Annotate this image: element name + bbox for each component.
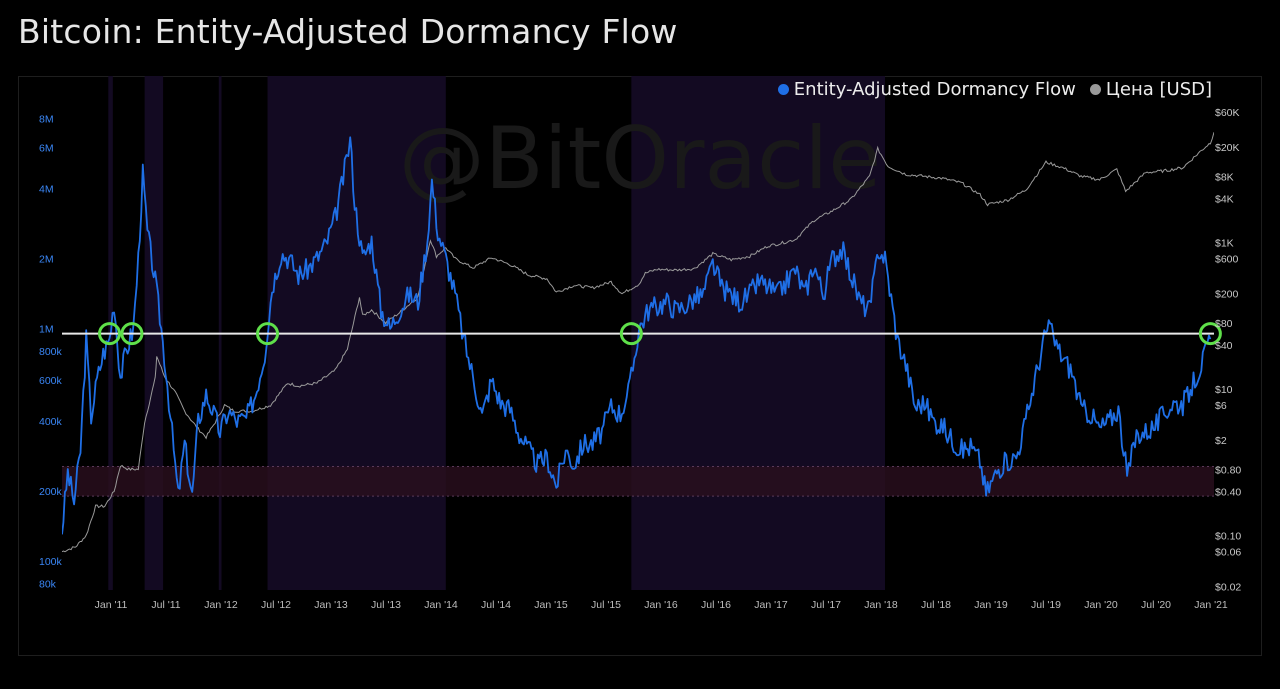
right-axis-tick-label: $20K: [1215, 142, 1240, 154]
legend-label-dormancy: Entity-Adjusted Dormancy Flow: [793, 79, 1076, 100]
right-axis-tick-label: $600: [1215, 254, 1239, 266]
left-axis-tick-label: 100k: [39, 556, 63, 568]
x-tick-label: Jul '13: [371, 599, 401, 611]
left-axis-tick-label: 2M: [39, 253, 54, 265]
x-tick-label: Jul '12: [261, 599, 291, 611]
left-axis-tick-label: 8M: [39, 114, 54, 126]
right-axis-tick-label: $0.10: [1215, 530, 1241, 542]
x-tick-label: Jan '18: [864, 599, 898, 611]
page-title: Bitcoin: Entity-Adjusted Dormancy Flow: [18, 12, 678, 51]
x-tick-label: Jan '14: [424, 599, 458, 611]
legend-item-price[interactable]: Цена [USD]: [1089, 79, 1212, 100]
left-axis-tick-label: 400k: [39, 416, 63, 428]
x-tick-label: Jul '19: [1031, 599, 1061, 611]
legend-item-dormancy[interactable]: Entity-Adjusted Dormancy Flow: [777, 79, 1076, 100]
x-tick-label: Jul '15: [591, 599, 621, 611]
x-tick-label: Jul '17: [811, 599, 841, 611]
support-band: [62, 466, 1214, 497]
right-axis-tick-label: $0.80: [1215, 464, 1241, 476]
x-tick-label: Jul '18: [921, 599, 951, 611]
signal-marker-circle: [619, 322, 643, 346]
legend-dot-blue: [777, 84, 789, 95]
left-axis-tick-label: 6M: [39, 143, 54, 155]
x-tick-label: Jul '20: [1141, 599, 1171, 611]
right-axis-tick-label: $2: [1215, 435, 1227, 447]
legend-label-price: Цена [USD]: [1105, 79, 1212, 100]
right-axis-tick-label: $80: [1215, 318, 1233, 330]
x-tick-label: Jan '19: [974, 599, 1008, 611]
left-axis-tick-label: 600k: [39, 375, 63, 387]
x-tick-label: Jul '11: [151, 599, 180, 611]
legend: Entity-Adjusted Dormancy Flow Цена [USD]: [777, 79, 1212, 100]
left-axis-tick-label: 4M: [39, 184, 54, 196]
x-tick-label: Jul '14: [481, 599, 511, 611]
x-tick-label: Jan '13: [314, 599, 348, 611]
signal-marker-circle: [98, 322, 122, 346]
right-axis-tick-label: $0.02: [1215, 582, 1241, 594]
left-axis-tick-label: 800k: [39, 346, 63, 358]
signal-marker-circle: [1198, 322, 1222, 346]
x-tick-label: Jul '16: [701, 599, 731, 611]
right-axis-tick-label: $8K: [1215, 171, 1234, 183]
left-axis-tick-label: 1M: [39, 323, 54, 335]
right-axis-tick-label: $0.06: [1215, 547, 1241, 559]
x-tick-label: Jan '15: [534, 599, 568, 611]
signal-marker-circle: [256, 322, 280, 346]
x-tick-label: Jan '12: [204, 599, 238, 611]
right-axis-tick-label: $0.40: [1215, 486, 1241, 498]
right-axis-tick-label: $200: [1215, 289, 1239, 301]
left-axis-tick-label: 200k: [39, 486, 63, 498]
right-axis-tick-label: $10: [1215, 384, 1233, 396]
legend-dot-gray: [1089, 84, 1101, 95]
right-axis-tick-label: $6: [1215, 400, 1227, 412]
left-axis-tick-label: 80k: [39, 578, 57, 590]
signal-marker-circle: [120, 322, 144, 346]
x-tick-label: Jan '17: [754, 599, 788, 611]
right-axis-tick-label: $60K: [1215, 107, 1240, 119]
x-tick-label: Jan '21: [1194, 599, 1228, 611]
x-tick-label: Jan '11: [95, 599, 128, 611]
right-axis-tick-label: $4K: [1215, 193, 1234, 205]
right-axis-tick-label: $40: [1215, 340, 1233, 352]
watermark-text: @BitOracle: [399, 109, 881, 209]
x-tick-label: Jan '16: [644, 599, 678, 611]
x-tick-label: Jan '20: [1084, 599, 1118, 611]
dormancy-flow-line: [62, 136, 1212, 535]
right-axis-tick-label: $1K: [1215, 237, 1234, 249]
